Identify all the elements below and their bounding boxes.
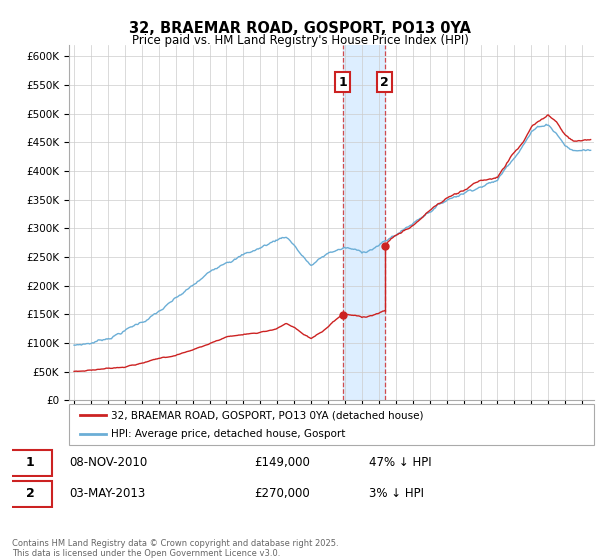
Text: HPI: Average price, detached house, Gosport: HPI: Average price, detached house, Gosp… <box>111 429 346 439</box>
Text: 2: 2 <box>26 487 35 500</box>
FancyBboxPatch shape <box>9 480 52 507</box>
Text: £149,000: £149,000 <box>254 456 310 469</box>
Text: Contains HM Land Registry data © Crown copyright and database right 2025.
This d: Contains HM Land Registry data © Crown c… <box>12 539 338 558</box>
Text: 32, BRAEMAR ROAD, GOSPORT, PO13 0YA (detached house): 32, BRAEMAR ROAD, GOSPORT, PO13 0YA (det… <box>111 410 424 421</box>
Text: 08-NOV-2010: 08-NOV-2010 <box>70 456 148 469</box>
Text: 1: 1 <box>338 76 347 88</box>
Text: 03-MAY-2013: 03-MAY-2013 <box>70 487 146 500</box>
FancyBboxPatch shape <box>9 450 52 476</box>
Text: 1: 1 <box>26 456 35 469</box>
Bar <box>343 45 385 400</box>
Text: Price paid vs. HM Land Registry's House Price Index (HPI): Price paid vs. HM Land Registry's House … <box>131 34 469 46</box>
Text: 3% ↓ HPI: 3% ↓ HPI <box>369 487 424 500</box>
Text: 32, BRAEMAR ROAD, GOSPORT, PO13 0YA: 32, BRAEMAR ROAD, GOSPORT, PO13 0YA <box>129 21 471 36</box>
FancyBboxPatch shape <box>69 404 594 445</box>
Text: 2: 2 <box>380 76 389 88</box>
Text: 47% ↓ HPI: 47% ↓ HPI <box>369 456 432 469</box>
Text: £270,000: £270,000 <box>254 487 310 500</box>
